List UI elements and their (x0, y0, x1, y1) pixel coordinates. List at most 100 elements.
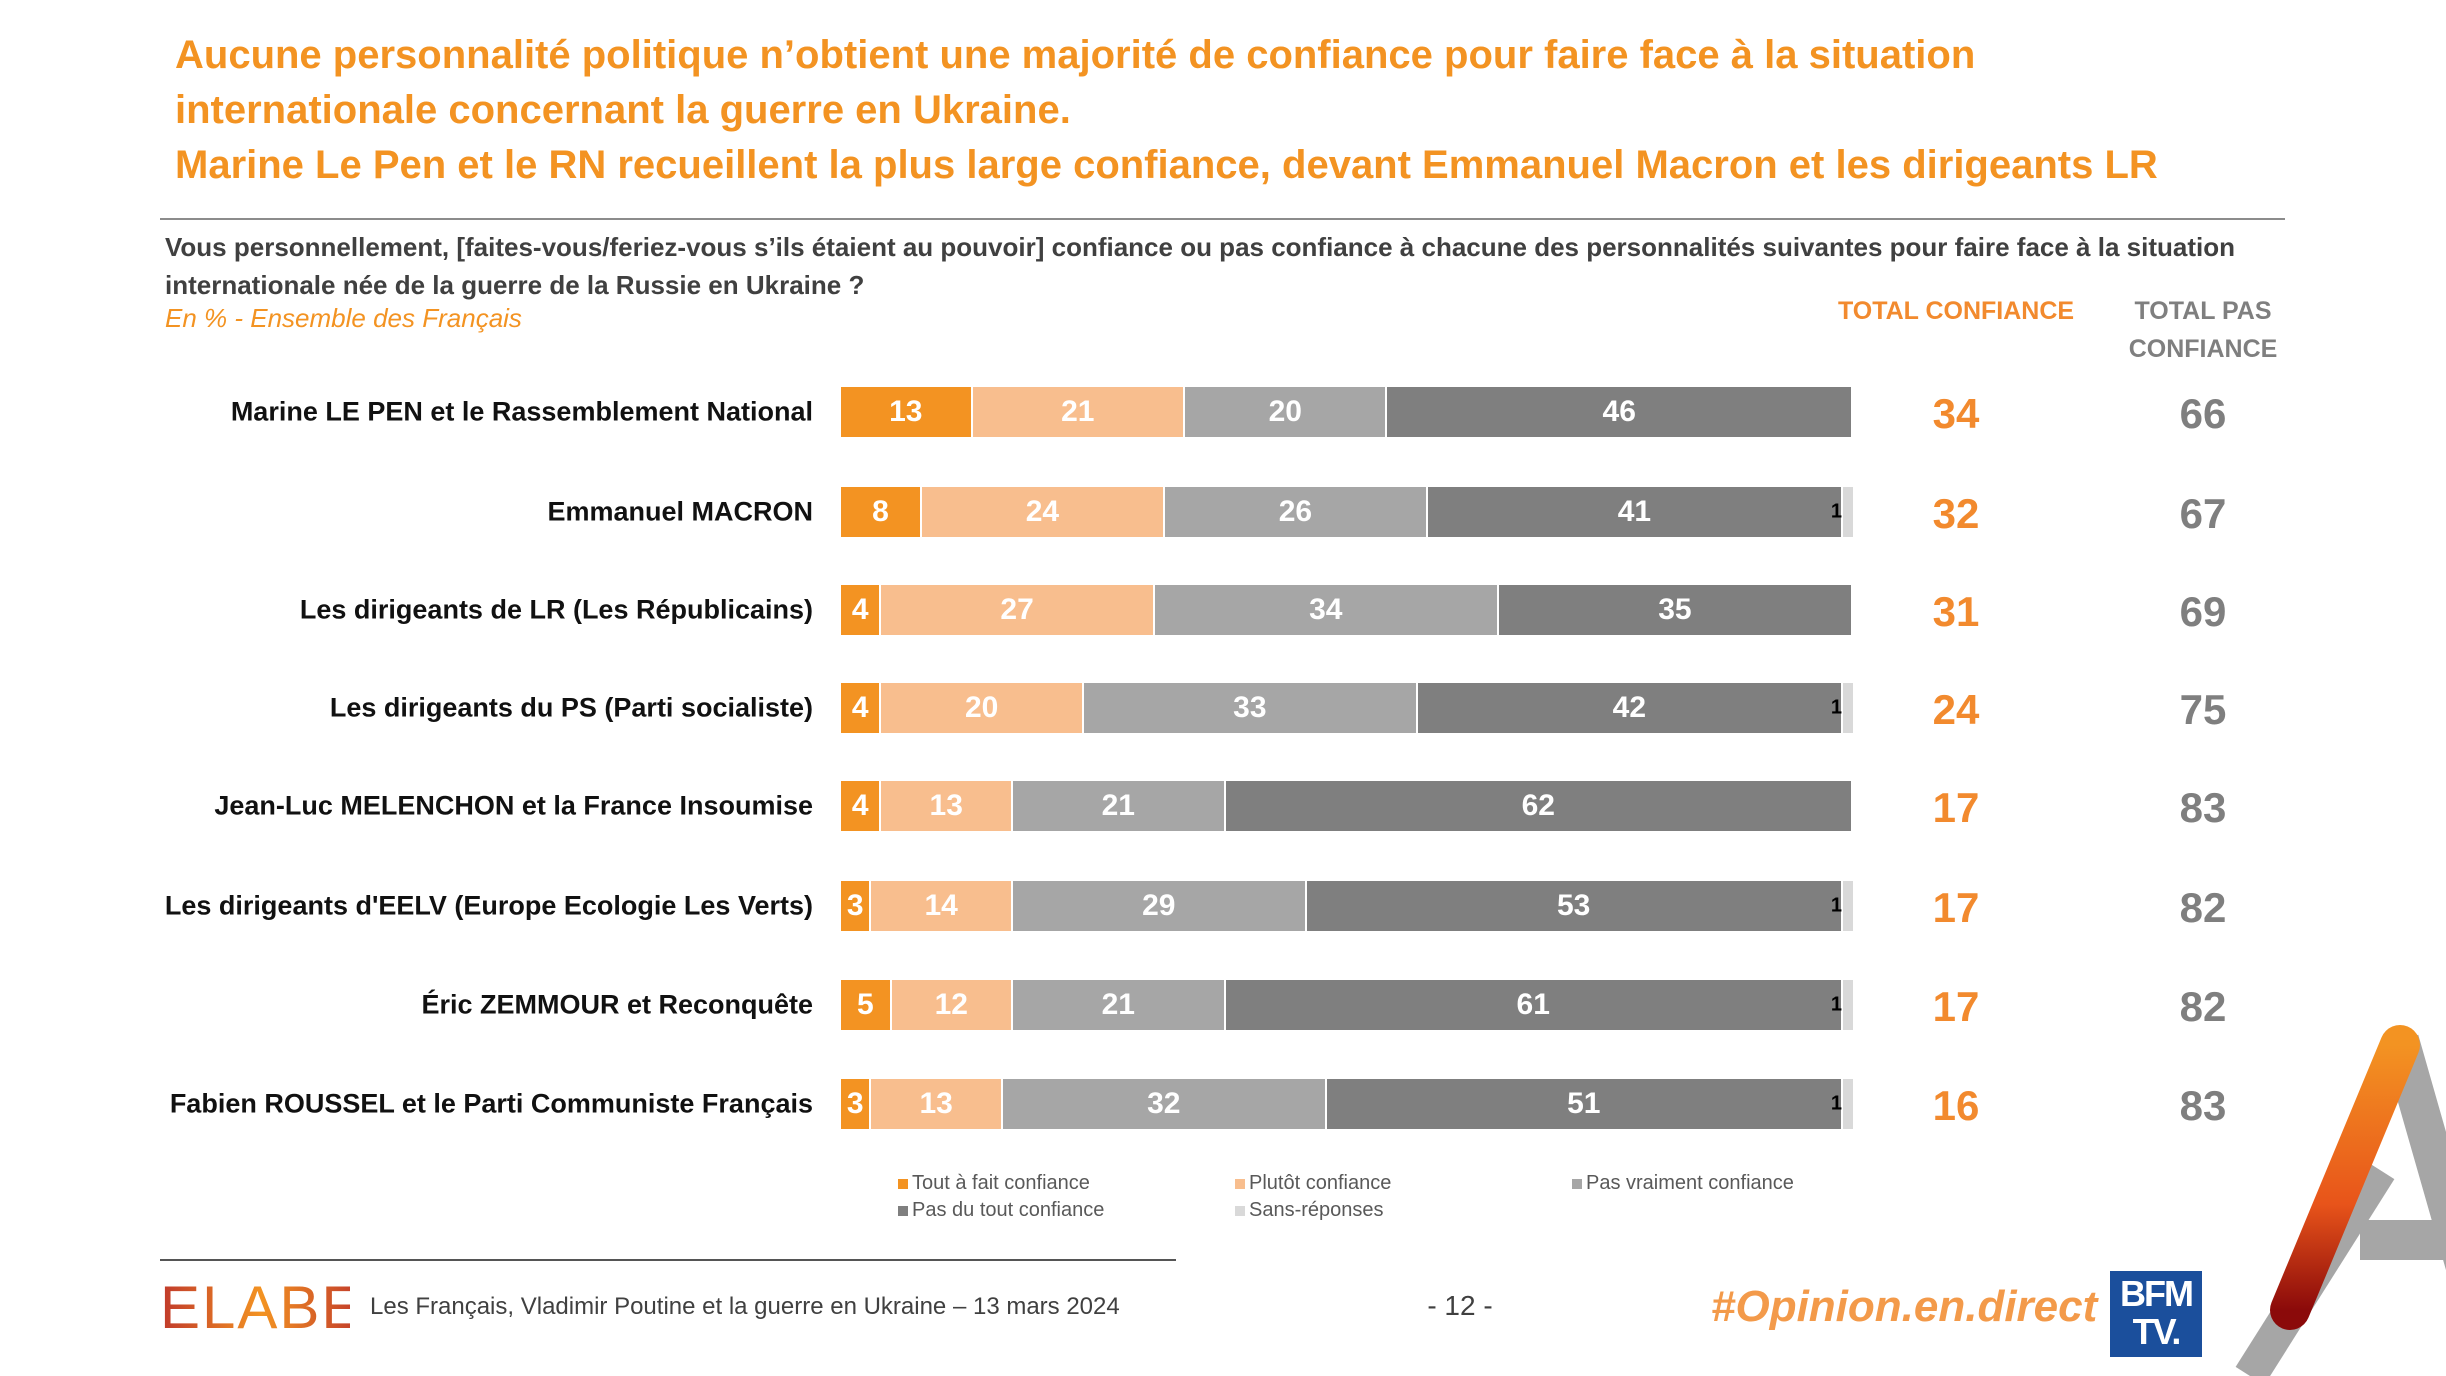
total-pas-confiance-value: 66 (2179, 390, 2227, 437)
data-label: 21 (1061, 395, 1095, 428)
page-title: Aucune personnalité politique n’obtient … (175, 28, 2425, 193)
data-label: 1 (1830, 696, 1842, 719)
page-number: - 12 - (1427, 1290, 1493, 1321)
data-label: 27 (1000, 593, 1034, 626)
row-label: Les dirigeants de LR (Les Républicains) (299, 594, 813, 625)
row-label: Jean-Luc MELENCHON et la France Insoumis… (214, 790, 813, 821)
bar-segment-pas-du-tout-confiance: 42 (1417, 683, 1843, 733)
elabe-logo: ELABE (160, 1274, 361, 1352)
data-label: 3 (846, 889, 864, 922)
row-label: Fabien ROUSSEL et le Parti Communiste Fr… (169, 1088, 813, 1119)
survey-base: En % - Ensemble des Français (165, 303, 522, 333)
data-label: 21 (1101, 789, 1135, 822)
bar-segment-tout-fait-confiance: 4 (841, 683, 882, 733)
row-label: Les dirigeants du PS (Parti socialiste) (329, 692, 813, 723)
data-label: 1 (1830, 1092, 1842, 1115)
data-label: 1 (1830, 993, 1842, 1016)
legend-item: Pas du tout confiance (898, 1199, 1104, 1222)
row-label: Emmanuel MACRON (547, 496, 813, 527)
data-label: 32 (1147, 1087, 1181, 1120)
data-label: 42 (1612, 691, 1647, 724)
total-confiance-value: 31 (1932, 588, 1980, 635)
elabe-a-decoration (2235, 1025, 2446, 1376)
total-confiance-value: 34 (1932, 390, 1980, 437)
bar-segment-sans-r-ponses (1842, 683, 1853, 733)
legend-swatch (1572, 1178, 1582, 1189)
legend-label: Plutôt confiance (1249, 1172, 1392, 1194)
header-total-confiance: TOTAL CONFIANCE (1837, 297, 2075, 325)
bar-segment-sans-r-ponses (1842, 881, 1853, 931)
footer-divider (160, 1259, 1176, 1261)
bfmtv-logo: BFM TV. (2110, 1271, 2202, 1357)
bar-segment-plut-t-confiance: 13 (871, 1079, 1003, 1129)
total-confiance-value: 17 (1932, 784, 1980, 831)
hashtag: #Opinion.en.direct (1711, 1282, 2098, 1331)
bar-segment-pas-du-tout-confiance: 61 (1225, 980, 1843, 1030)
bar-segment-pas-du-tout-confiance: 35 (1498, 585, 1853, 635)
legend-label: Pas du tout confiance (912, 1199, 1105, 1221)
data-label: 21 (1101, 988, 1135, 1021)
data-label: 1 (1830, 894, 1842, 917)
total-pas-confiance-value: 67 (2179, 490, 2227, 537)
bar-segment-plut-t-confiance: 13 (881, 781, 1014, 831)
bar-segment-pas-du-tout-confiance: 51 (1326, 1079, 1843, 1129)
bar-segment-tout-fait-confiance: 4 (841, 585, 882, 635)
data-label: 8 (872, 495, 889, 528)
data-label: 29 (1142, 889, 1176, 922)
total-pas-confiance-value: 75 (2179, 686, 2227, 733)
bar-segment-sans-r-ponses (1842, 487, 1853, 537)
legend-item: Plutôt confiance (1235, 1172, 1391, 1195)
data-label: 13 (889, 395, 923, 428)
data-label: 3 (846, 1087, 864, 1120)
bar-segment-plut-t-confiance: 12 (891, 980, 1014, 1030)
title-line-3: Marine Le Pen et le RN recueillent la pl… (175, 143, 2158, 187)
bar-segment-pas-vraiment-confiance: 21 (1013, 980, 1226, 1030)
data-label: 61 (1516, 988, 1550, 1021)
bar-segment-plut-t-confiance: 21 (972, 387, 1186, 437)
bar-segment-tout-fait-confiance: 3 (841, 1079, 872, 1129)
total-confiance-value: 17 (1932, 884, 1980, 931)
bar-segment-tout-fait-confiance: 3 (841, 881, 872, 931)
bar-segment-pas-du-tout-confiance: 62 (1225, 781, 1853, 831)
data-label: 24 (1025, 495, 1060, 528)
bar-segment-plut-t-confiance: 27 (881, 585, 1155, 635)
bar-segment-pas-vraiment-confiance: 29 (1013, 881, 1307, 931)
legend-label: Pas vraiment confiance (1586, 1172, 1794, 1194)
data-label: 20 (964, 691, 999, 724)
row-label: Éric ZEMMOUR et Reconquête (421, 989, 813, 1020)
bar-segment-sans-r-ponses (1842, 980, 1853, 1030)
legend-item: Pas vraiment confiance (1572, 1172, 1794, 1195)
data-label: 13 (919, 1087, 953, 1120)
legend-swatch (1235, 1205, 1245, 1216)
bar-segment-plut-t-confiance: 24 (921, 487, 1165, 537)
legend-item: Tout à fait confiance (898, 1172, 1090, 1195)
bar-segment-pas-du-tout-confiance: 53 (1306, 881, 1843, 931)
data-label: 26 (1278, 495, 1313, 528)
data-label: 13 (929, 789, 963, 822)
data-label: 41 (1617, 495, 1652, 528)
bar-segment-sans-r-ponses (1842, 1079, 1853, 1129)
bar-segment-pas-du-tout-confiance: 46 (1387, 387, 1853, 437)
header-total-pas-confiance: TOTAL PAS CONFIANCE (2128, 297, 2278, 363)
data-label: 14 (924, 889, 958, 922)
total-confiance-value: 32 (1932, 490, 1980, 537)
data-label: 35 (1658, 593, 1692, 626)
data-label: 33 (1233, 691, 1267, 724)
total-confiance-value: 24 (1932, 686, 1980, 733)
bar-segment-tout-fait-confiance: 5 (841, 980, 892, 1030)
bar-segment-tout-fait-confiance: 13 (841, 387, 973, 437)
title-line-1: Aucune personnalité politique n’obtient … (175, 33, 1976, 77)
data-label: 12 (934, 988, 968, 1021)
bar-segment-plut-t-confiance: 14 (871, 881, 1014, 931)
legend-item: Sans-réponses (1235, 1199, 1384, 1222)
data-label: 51 (1567, 1087, 1601, 1120)
total-confiance-value: 16 (1932, 1082, 1980, 1129)
total-pas-confiance-value: 83 (2179, 1082, 2227, 1129)
row-label: Marine LE PEN et le Rassemblement Nation… (230, 396, 813, 427)
data-label: 34 (1309, 593, 1343, 626)
legend-swatch (898, 1178, 908, 1189)
survey-question: Vous personnellement, [faites-vous/ferie… (165, 232, 2235, 300)
data-label: 4 (851, 691, 869, 724)
bar-segment-pas-du-tout-confiance: 41 (1427, 487, 1843, 537)
bar-segment-plut-t-confiance: 20 (881, 683, 1084, 733)
